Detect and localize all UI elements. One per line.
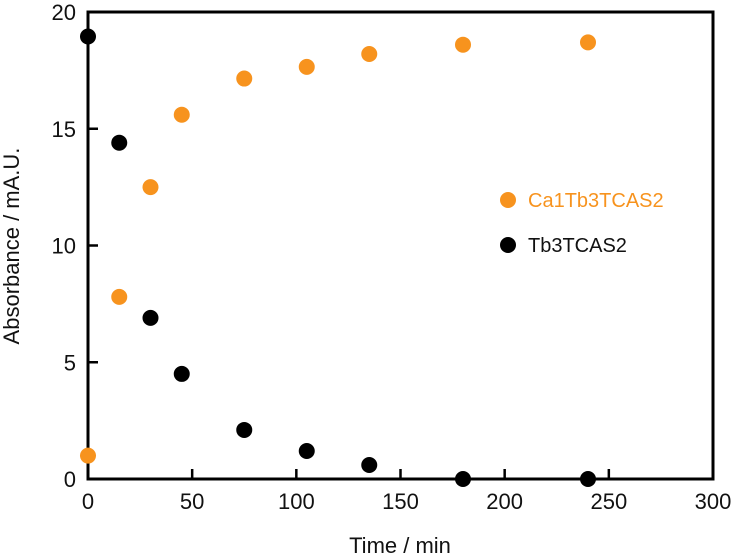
data-point-series-1 xyxy=(361,46,378,63)
y-axis-ticks: 0 5 10 15 20 xyxy=(52,0,98,492)
legend-marker xyxy=(500,237,516,253)
data-point-series-1 xyxy=(236,70,253,87)
y-axis-label: Absorbance / mA.U. xyxy=(0,148,24,345)
data-point-series-2 xyxy=(80,28,96,45)
x-tick-label: 0 xyxy=(82,489,94,514)
data-point-series-1 xyxy=(173,106,190,123)
data-point-series-2 xyxy=(361,456,378,473)
legend-marker xyxy=(500,192,516,208)
x-tick-label: 100 xyxy=(278,489,315,514)
data-points xyxy=(80,28,596,487)
data-point-series-1 xyxy=(111,288,128,305)
data-point-series-2 xyxy=(298,442,315,459)
x-tick-label: 150 xyxy=(382,489,419,514)
x-tick-label: 200 xyxy=(486,489,523,514)
data-point-series-1 xyxy=(298,58,315,75)
x-axis-ticks: 0 50 100 150 200 250 300 xyxy=(82,469,731,514)
data-point-series-2 xyxy=(236,421,253,438)
y-tick-label: 15 xyxy=(52,117,76,142)
x-tick-label: 250 xyxy=(590,489,627,514)
data-point-series-1 xyxy=(142,179,159,196)
data-point-series-2 xyxy=(142,309,159,326)
legend-label: Ca1Tb3TCAS2 xyxy=(528,190,664,212)
x-axis-label: Time / min xyxy=(349,533,451,558)
x-tick-label: 300 xyxy=(695,489,732,514)
legend-label: Tb3TCAS2 xyxy=(528,235,627,257)
y-tick-label: 20 xyxy=(52,0,76,25)
y-tick-label: 10 xyxy=(52,234,76,259)
x-tick-label: 50 xyxy=(180,489,204,514)
data-point-series-1 xyxy=(80,447,96,464)
data-point-series-2 xyxy=(111,134,128,151)
legend: Ca1Tb3TCAS2 Tb3TCAS2 xyxy=(500,190,664,257)
data-point-series-2 xyxy=(173,365,190,382)
data-point-series-2 xyxy=(455,471,471,487)
y-tick-label: 0 xyxy=(64,467,76,492)
data-point-series-2 xyxy=(580,471,596,487)
data-point-series-1 xyxy=(580,34,596,51)
y-tick-label: 5 xyxy=(64,350,76,375)
data-point-series-1 xyxy=(455,36,471,53)
